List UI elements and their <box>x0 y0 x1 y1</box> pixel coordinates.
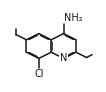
Text: NH₂: NH₂ <box>64 13 83 23</box>
Text: Cl: Cl <box>34 69 44 79</box>
Text: N: N <box>60 53 67 63</box>
